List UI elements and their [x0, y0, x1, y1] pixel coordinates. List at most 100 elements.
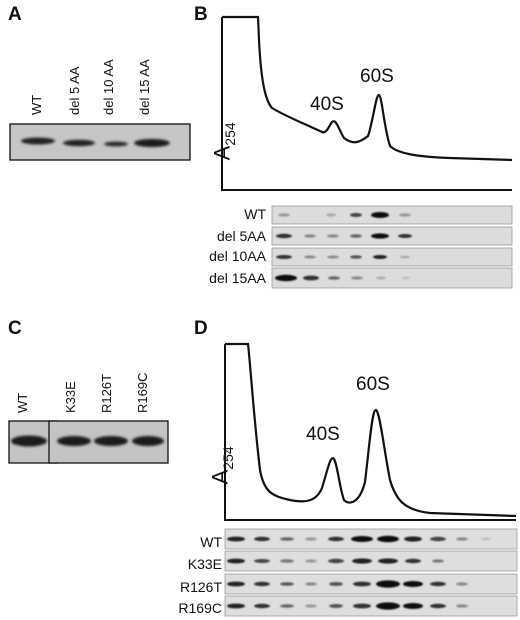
panel-b-profile [221, 15, 513, 191]
panel-d-band [305, 604, 317, 608]
panel-d-band [254, 581, 270, 587]
panel-b-band [327, 234, 339, 238]
panel-d-band [254, 536, 270, 542]
panel-b-band [278, 213, 290, 217]
panel-b-band [276, 233, 292, 239]
panel-d-band [254, 559, 270, 563]
panel-b-strip [271, 205, 513, 225]
panel-d-row-label: R169C [178, 600, 222, 616]
panel-b-letter: B [194, 4, 208, 25]
panel-d-row-label: WT [200, 534, 222, 550]
panel-d-band [376, 580, 400, 588]
panel-c-western-blot [8, 420, 169, 464]
panel-a-band [63, 139, 95, 147]
panel-d-band [329, 604, 343, 608]
panel-b-band [402, 276, 410, 280]
panel-b-row-label: del 5AA [216, 228, 266, 244]
panel-d-band [280, 537, 294, 541]
panel-b-band [350, 213, 362, 217]
panel-b-band [304, 255, 316, 259]
panel-d-band [280, 604, 294, 608]
panel-d-peak-60s-label: 60S [356, 374, 390, 395]
panel-b-band [373, 255, 387, 259]
panel-b-strip [271, 226, 513, 246]
panel-d-band [377, 535, 399, 543]
panel-d-band [227, 581, 245, 587]
panel-b-band [350, 234, 362, 238]
panel-b-strip [271, 267, 513, 289]
panel-d-band [352, 558, 372, 564]
panel-b-gel-strips [271, 205, 513, 289]
panel-b-band [328, 276, 340, 280]
panel-d-band [227, 603, 245, 609]
panel-d-band [305, 537, 317, 541]
panel-d-band [403, 581, 423, 587]
panel-d-band [456, 537, 468, 541]
panel-d-axes [224, 344, 516, 521]
panel-d-band [280, 559, 294, 563]
panel-b-strip [271, 247, 513, 267]
panel-b-band [276, 255, 292, 259]
panel-b-band [398, 234, 412, 238]
panel-a-band [21, 137, 55, 145]
panel-b-band [371, 212, 389, 218]
panel-d-band [456, 582, 468, 586]
panel-c-band [94, 436, 128, 446]
panel-d-band [456, 604, 468, 608]
panel-b-row-label: del 10AA [209, 248, 266, 264]
panel-d-band [305, 582, 317, 586]
panel-d-band [430, 536, 446, 542]
panel-d-gel-strips [224, 528, 518, 617]
panel-a-band [134, 139, 170, 147]
panel-d-band [353, 603, 371, 609]
panel-b-band [303, 275, 319, 281]
panel-b-band [371, 233, 389, 239]
panel-b-band [326, 213, 336, 217]
panel-d-band [432, 559, 444, 563]
panel-d-band [227, 536, 245, 542]
panel-a-band [104, 141, 128, 147]
panel-d-band [404, 536, 422, 542]
panel-b-band [376, 276, 386, 280]
panel-d-band [280, 582, 294, 586]
panel-d-band [430, 603, 446, 609]
panel-b-row-label: del 15AA [209, 270, 266, 286]
panel-d-band [328, 558, 344, 564]
panel-d-band [351, 536, 373, 542]
panel-d-row-label: R126T [179, 579, 222, 595]
panel-d-band [305, 559, 317, 563]
panel-b-band [350, 255, 362, 259]
panel-d-band [378, 558, 398, 564]
panel-b-band [399, 213, 411, 217]
panel-b-band [327, 255, 339, 259]
panel-d-band [405, 558, 421, 564]
panel-d-row-label: K33E [187, 556, 222, 572]
panel-d-band [403, 603, 423, 609]
panel-d-profile [224, 342, 517, 521]
panel-d-band [481, 537, 491, 541]
panel-a-western-blot [9, 123, 191, 161]
panel-d-band [376, 602, 400, 610]
panel-c-band [57, 436, 91, 446]
panel-b-band [275, 274, 297, 282]
panel-d-band [430, 581, 446, 587]
panel-b-peak-40s-label: 40S [310, 94, 344, 115]
panel-d-band [227, 558, 245, 564]
panel-a-letter: A [8, 4, 22, 25]
panel-b-band [351, 276, 363, 280]
panel-d-peak-40s-label: 40S [306, 424, 340, 445]
panel-b-band [400, 255, 410, 259]
panel-b-axes [221, 17, 512, 191]
panel-d-band [254, 603, 270, 609]
panel-c-band [11, 435, 47, 447]
panel-d-absorbance-trace [225, 342, 517, 518]
panel-d-band [353, 581, 371, 587]
panel-d-band [329, 582, 343, 586]
panel-c-band [132, 436, 164, 446]
panel-b-row-label: WT [244, 206, 266, 222]
panel-c-letter: C [8, 318, 22, 339]
panel-d-letter: D [194, 318, 208, 339]
panel-b-band [304, 234, 316, 238]
panel-d-band [328, 536, 344, 542]
